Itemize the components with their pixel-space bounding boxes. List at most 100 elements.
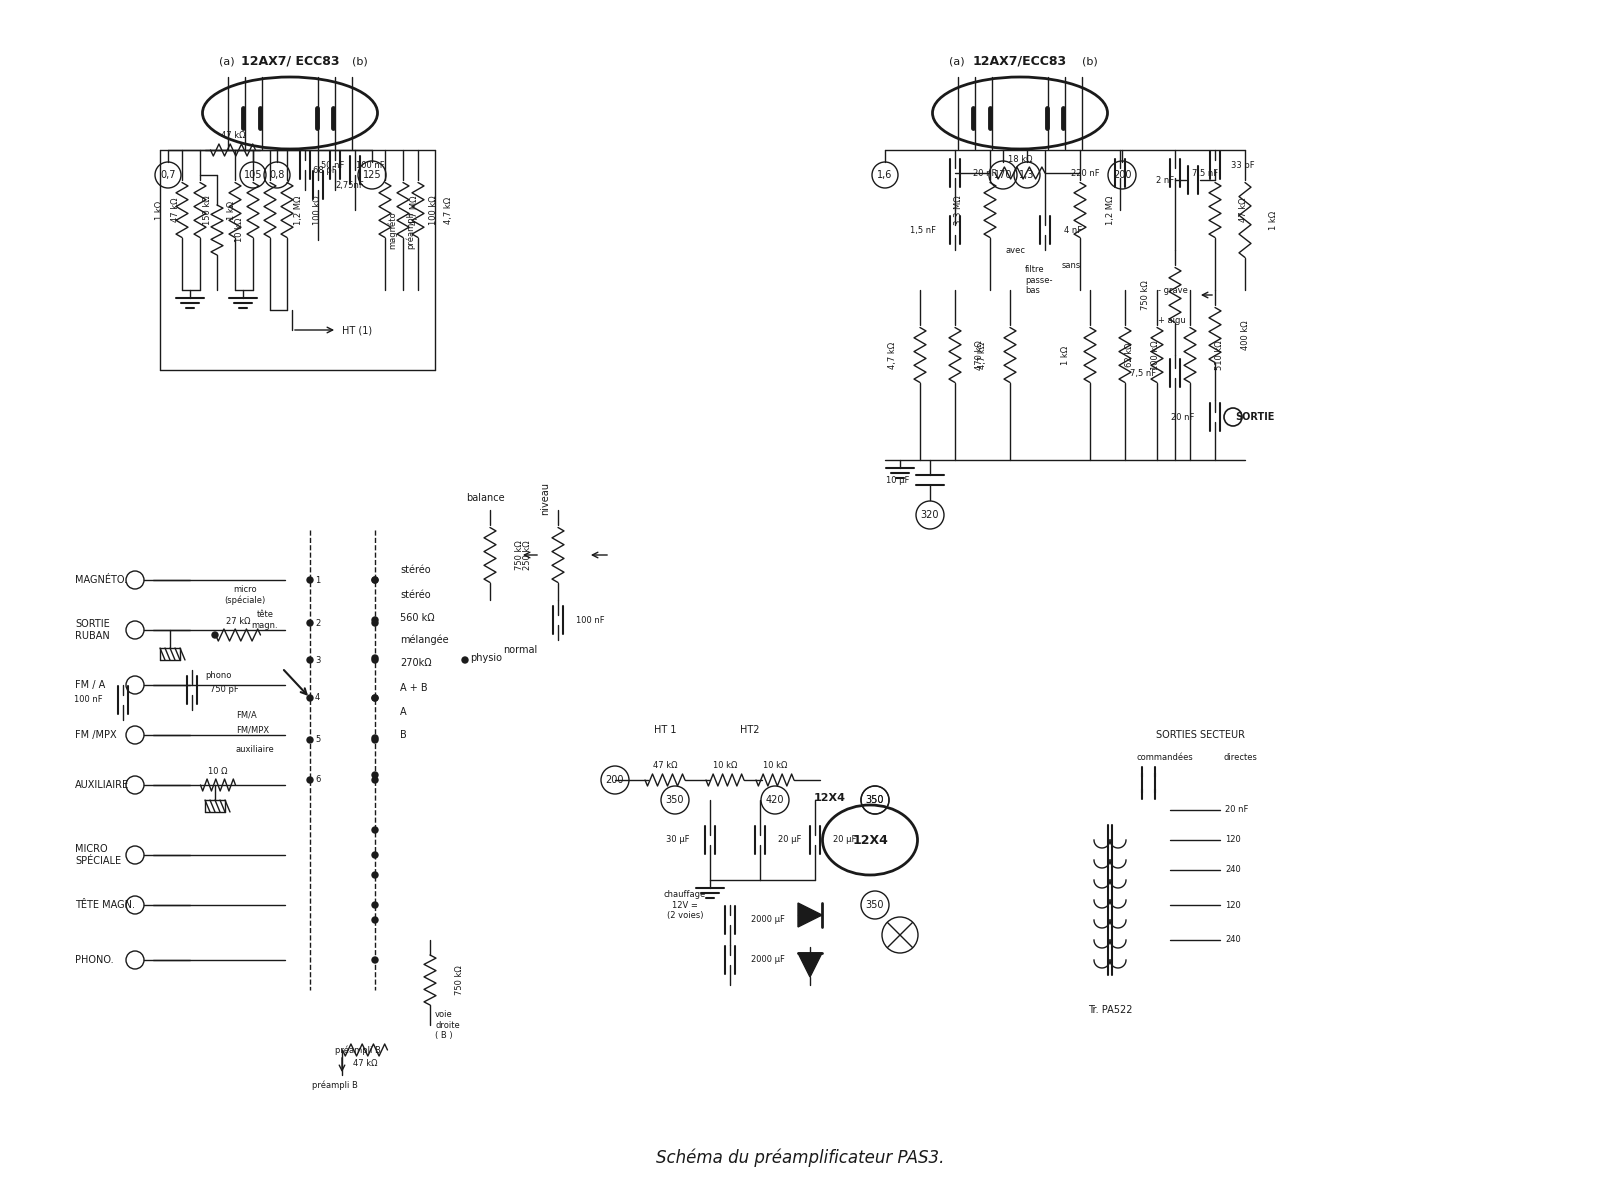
Text: 20 nF: 20 nF bbox=[1226, 806, 1248, 815]
Text: 220 nF: 220 nF bbox=[1070, 168, 1099, 177]
Text: 47 kΩ: 47 kΩ bbox=[221, 130, 245, 140]
Text: 350: 350 bbox=[666, 795, 685, 804]
Text: 12X4: 12X4 bbox=[853, 834, 888, 847]
Text: 50 nF: 50 nF bbox=[322, 161, 344, 169]
Text: 1 kΩ: 1 kΩ bbox=[1061, 345, 1069, 364]
Text: 100 kΩ: 100 kΩ bbox=[429, 195, 437, 225]
Text: 240: 240 bbox=[1226, 936, 1240, 944]
Text: 47 kΩ: 47 kΩ bbox=[653, 762, 677, 770]
Text: (b): (b) bbox=[1082, 56, 1098, 66]
Text: 3: 3 bbox=[315, 655, 320, 665]
Text: 62 kΩ: 62 kΩ bbox=[1125, 343, 1133, 367]
Text: 12X4: 12X4 bbox=[814, 793, 846, 803]
Text: 105: 105 bbox=[243, 170, 262, 180]
Text: 5: 5 bbox=[315, 736, 320, 744]
Text: + aigu: + aigu bbox=[1158, 316, 1186, 324]
Text: 100 nF: 100 nF bbox=[74, 696, 102, 705]
Text: filtre
passe-
bas: filtre passe- bas bbox=[1026, 265, 1053, 295]
Text: 7,5 nF: 7,5 nF bbox=[1130, 368, 1157, 377]
Circle shape bbox=[371, 694, 378, 702]
Text: préampli B: préampli B bbox=[312, 1080, 358, 1090]
Text: Tr. PA522: Tr. PA522 bbox=[1088, 1006, 1133, 1015]
Text: (a): (a) bbox=[219, 56, 235, 66]
Circle shape bbox=[307, 657, 314, 662]
Text: voie
droite
( B ): voie droite ( B ) bbox=[435, 1010, 459, 1040]
Circle shape bbox=[371, 577, 378, 583]
Text: 1 kΩ: 1 kΩ bbox=[1269, 211, 1277, 230]
Text: 4,7 kΩ: 4,7 kΩ bbox=[443, 196, 453, 224]
Text: sans: sans bbox=[1062, 260, 1082, 270]
Text: 2: 2 bbox=[315, 619, 320, 627]
Text: HT (1): HT (1) bbox=[342, 325, 373, 335]
Text: 1,3: 1,3 bbox=[1019, 170, 1035, 180]
Text: 4: 4 bbox=[315, 693, 320, 703]
Text: 4,7 kΩ: 4,7 kΩ bbox=[979, 342, 987, 369]
Text: 350: 350 bbox=[866, 900, 885, 910]
Text: 350: 350 bbox=[866, 795, 885, 804]
Text: 27 kΩ: 27 kΩ bbox=[226, 616, 250, 626]
Text: 7,5 nF: 7,5 nF bbox=[1192, 168, 1218, 177]
Text: B: B bbox=[400, 730, 406, 741]
Text: 10 Ω: 10 Ω bbox=[208, 767, 227, 776]
Text: SORTIE: SORTIE bbox=[1235, 412, 1274, 422]
Text: 750 pF: 750 pF bbox=[210, 685, 238, 694]
Text: stéréo: stéréo bbox=[400, 590, 430, 600]
Text: tête
magn.: tête magn. bbox=[251, 610, 278, 629]
Text: HT2: HT2 bbox=[741, 725, 760, 735]
Circle shape bbox=[371, 777, 378, 783]
Circle shape bbox=[371, 872, 378, 878]
Text: directes: directes bbox=[1222, 754, 1258, 763]
Text: préampli: préampli bbox=[406, 212, 416, 248]
Text: avec: avec bbox=[1005, 246, 1026, 254]
Text: 200: 200 bbox=[606, 775, 624, 786]
Text: FM /MPX: FM /MPX bbox=[75, 730, 117, 741]
Text: 47 kΩ: 47 kΩ bbox=[352, 1060, 378, 1068]
Text: 100 nF: 100 nF bbox=[355, 161, 384, 169]
Text: mélangée: mélangée bbox=[400, 635, 448, 645]
Text: 1,5 nF: 1,5 nF bbox=[910, 226, 936, 234]
Text: 12AX7/ECC83: 12AX7/ECC83 bbox=[973, 54, 1067, 67]
Text: 0,7: 0,7 bbox=[160, 170, 176, 180]
Circle shape bbox=[371, 827, 378, 833]
Text: 6: 6 bbox=[315, 776, 320, 784]
Text: 20 nF: 20 nF bbox=[973, 168, 997, 177]
Polygon shape bbox=[798, 953, 822, 977]
Circle shape bbox=[371, 852, 378, 858]
Text: 320: 320 bbox=[920, 510, 939, 521]
Text: 4 nF: 4 nF bbox=[1064, 226, 1082, 234]
Circle shape bbox=[211, 632, 218, 638]
Text: 0,8: 0,8 bbox=[269, 170, 285, 180]
Text: 10 kΩ: 10 kΩ bbox=[235, 218, 243, 243]
Circle shape bbox=[371, 772, 378, 778]
Text: 350: 350 bbox=[866, 795, 885, 804]
Text: 10 µF: 10 µF bbox=[886, 476, 910, 485]
Circle shape bbox=[371, 618, 378, 623]
Text: FM / A: FM / A bbox=[75, 680, 106, 690]
Text: A + B: A + B bbox=[400, 683, 427, 693]
Text: phono: phono bbox=[205, 671, 232, 679]
Text: 12AX7/ ECC83: 12AX7/ ECC83 bbox=[240, 54, 339, 67]
Circle shape bbox=[371, 735, 378, 741]
Text: 200: 200 bbox=[1112, 170, 1131, 180]
Text: Schéma du préamplificateur PAS3.: Schéma du préamplificateur PAS3. bbox=[656, 1149, 944, 1168]
Circle shape bbox=[462, 657, 467, 662]
Text: 4,7 kΩ: 4,7 kΩ bbox=[888, 342, 896, 369]
Text: 10 kΩ: 10 kΩ bbox=[763, 762, 787, 770]
Polygon shape bbox=[798, 903, 822, 927]
Text: (b): (b) bbox=[352, 56, 368, 66]
Circle shape bbox=[307, 737, 314, 743]
Text: 30 µF: 30 µF bbox=[666, 835, 690, 845]
Text: SORTIES SECTEUR: SORTIES SECTEUR bbox=[1155, 730, 1245, 741]
Text: 100 nF: 100 nF bbox=[576, 615, 605, 625]
Text: 20 µF: 20 µF bbox=[778, 835, 802, 845]
Text: 125: 125 bbox=[363, 170, 381, 180]
Circle shape bbox=[371, 655, 378, 661]
Text: PHONO.: PHONO. bbox=[75, 955, 114, 965]
Text: 1: 1 bbox=[315, 575, 320, 584]
Circle shape bbox=[371, 901, 378, 909]
Text: 750 kΩ: 750 kΩ bbox=[456, 965, 464, 995]
Text: 240: 240 bbox=[1226, 866, 1240, 874]
Text: 20 nF: 20 nF bbox=[1171, 413, 1195, 421]
Text: 2 nF: 2 nF bbox=[1155, 175, 1174, 185]
Text: FM/MPX: FM/MPX bbox=[237, 725, 269, 735]
